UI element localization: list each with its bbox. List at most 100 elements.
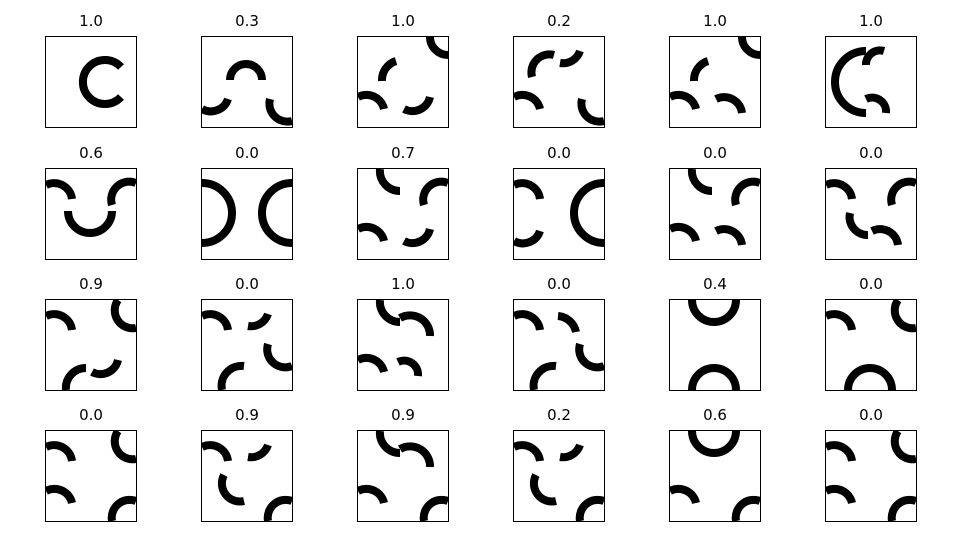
- glyph-drawing: [831, 46, 891, 117]
- glyph-stroke: [419, 177, 448, 207]
- glyph-stroke: [217, 361, 245, 390]
- panel-image: [669, 430, 761, 522]
- glyph-stroke: [887, 177, 916, 207]
- glyph-stroke: [514, 229, 544, 248]
- glyph-stroke: [577, 97, 604, 126]
- glyph-stroke: [46, 484, 76, 505]
- glyph-stroke: [844, 364, 896, 390]
- glyph-drawing: [670, 431, 760, 521]
- glyph-stroke: [258, 179, 292, 247]
- glyph-stroke: [557, 312, 580, 334]
- glyph-stroke: [862, 46, 886, 66]
- glyph-stroke: [864, 93, 891, 114]
- glyph-stroke: [826, 179, 856, 200]
- panel-image: [357, 299, 449, 391]
- panel-image: [669, 36, 761, 128]
- glyph-stroke: [378, 57, 398, 82]
- panel-image: [201, 430, 293, 522]
- panel-score-label: 1.0: [859, 12, 883, 30]
- glyph-stroke: [247, 443, 272, 462]
- glyph-stroke: [402, 95, 434, 116]
- glyph-stroke: [358, 484, 388, 505]
- glyph-stroke: [265, 97, 292, 126]
- glyph-drawing: [46, 431, 136, 521]
- panel-score-label: 0.9: [235, 406, 259, 424]
- glyph-stroke: [714, 93, 746, 114]
- panel-score-label: 0.6: [703, 406, 727, 424]
- glyph-stroke: [426, 37, 448, 59]
- glyph-stroke: [559, 443, 584, 462]
- glyph-stroke: [826, 484, 856, 505]
- panel-score-label: 0.7: [391, 144, 415, 162]
- glyph-stroke: [398, 311, 434, 337]
- panel-score-label: 0.6: [79, 144, 103, 162]
- glyph-stroke: [690, 57, 710, 82]
- glyph-drawing: [514, 179, 604, 248]
- glyph-drawing: [358, 431, 448, 521]
- glyph-stroke: [575, 495, 604, 521]
- glyph-stroke: [202, 441, 232, 462]
- glyph-stroke: [826, 310, 856, 331]
- glyph-stroke: [731, 495, 760, 521]
- glyph-stroke: [714, 225, 746, 246]
- panel-score-label: 1.0: [703, 12, 727, 30]
- glyph-drawing: [358, 300, 434, 377]
- glyph-stroke: [263, 495, 292, 521]
- panel-score-label: 0.2: [547, 12, 571, 30]
- glyph-stroke: [202, 179, 236, 247]
- panel-score-label: 0.0: [235, 275, 259, 293]
- glyph-stroke: [247, 312, 272, 331]
- glyph-stroke: [419, 495, 448, 521]
- panel-image: [669, 168, 761, 260]
- panel-score-label: 1.0: [391, 12, 415, 30]
- panel-image: [201, 36, 293, 128]
- glyph-stroke: [61, 363, 87, 390]
- glyph-stroke: [107, 495, 136, 521]
- glyph-stroke: [64, 210, 116, 237]
- glyph-stroke: [107, 177, 136, 207]
- glyph-stroke: [559, 49, 584, 68]
- glyph-stroke: [375, 431, 401, 458]
- glyph-stroke: [46, 179, 76, 200]
- glyph-stroke: [845, 212, 869, 239]
- glyph-stroke: [396, 356, 423, 377]
- glyph-stroke: [575, 342, 604, 372]
- glyph-drawing: [202, 179, 292, 247]
- glyph-stroke: [670, 222, 700, 243]
- glyph-stroke: [375, 300, 401, 327]
- glyph-drawing: [670, 37, 760, 114]
- glyph-stroke: [670, 90, 700, 111]
- panel-score-label: 1.0: [79, 12, 103, 30]
- panel-score-label: 0.0: [859, 275, 883, 293]
- glyph-stroke: [217, 473, 245, 506]
- panel-score-label: 0.4: [703, 275, 727, 293]
- glyph-stroke: [358, 353, 388, 374]
- panel-image: [357, 430, 449, 522]
- glyph-stroke: [202, 97, 232, 116]
- glyph-stroke: [202, 310, 232, 331]
- panel-score-label: 0.0: [859, 144, 883, 162]
- panel-image: [513, 168, 605, 260]
- glyph-drawing: [358, 169, 448, 248]
- panel-image: [201, 168, 293, 260]
- glyph-stroke: [90, 358, 122, 379]
- panel-score-label: 0.3: [235, 12, 259, 30]
- glyph-stroke: [398, 442, 434, 468]
- panel-score-label: 0.0: [547, 275, 571, 293]
- glyph-drawing: [826, 177, 916, 246]
- glyph-stroke: [890, 300, 916, 333]
- panel-score-label: 0.9: [391, 406, 415, 424]
- panel-image: [669, 299, 761, 391]
- glyph-drawing: [826, 431, 916, 521]
- glyph-stroke: [670, 484, 700, 505]
- glyph-drawing: [514, 310, 604, 390]
- panel-image: [825, 430, 917, 522]
- panel-image: [825, 299, 917, 391]
- glyph-stroke: [78, 56, 124, 108]
- panel-score-label: 0.0: [547, 144, 571, 162]
- glyph-stroke: [688, 300, 740, 326]
- glyph-drawing: [46, 300, 136, 390]
- panel-image: [513, 299, 605, 391]
- glyph-stroke: [110, 431, 136, 464]
- glyph-drawing: [826, 300, 916, 390]
